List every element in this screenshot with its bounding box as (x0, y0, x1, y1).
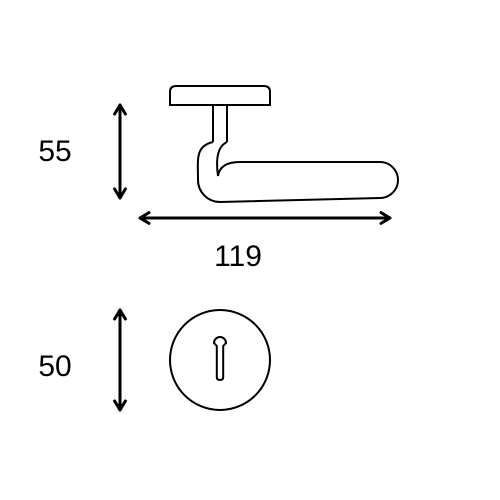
handle-lever (198, 142, 398, 202)
technical-drawing: 55 119 50 (0, 0, 500, 500)
keyhole-icon (214, 337, 226, 380)
escutcheon-circle (170, 310, 270, 410)
dim-55-label: 55 (38, 135, 71, 168)
dim-119-label: 119 (214, 240, 262, 273)
dim-50-label: 50 (38, 350, 71, 383)
handle-plate (170, 86, 270, 105)
